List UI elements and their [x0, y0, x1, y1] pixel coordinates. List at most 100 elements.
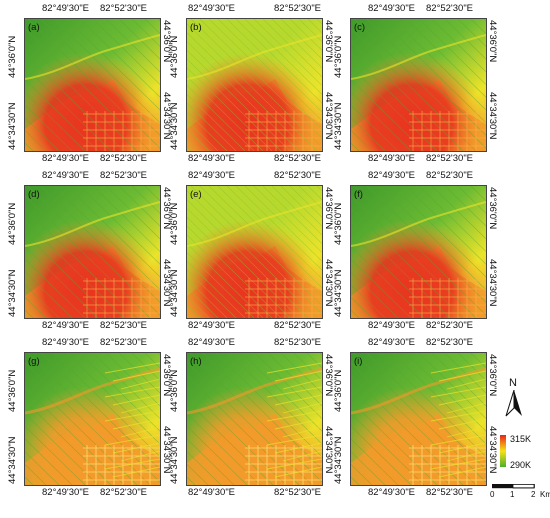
lon-label-bottom-right: 82°52'30"E	[100, 153, 148, 164]
lst-map: (e)	[186, 185, 323, 319]
lon-label-top-left: 82°49'30"E	[188, 337, 236, 348]
lst-map: (g)	[24, 352, 161, 486]
lat-label-left-top: 44°36'0"N	[333, 202, 344, 245]
lon-label-top-right: 82°52'30"E	[426, 3, 474, 14]
scale-tick-0: 0	[490, 490, 495, 499]
lon-label-bottom-right: 82°52'30"E	[274, 487, 322, 498]
lon-label-top-right: 82°52'30"E	[274, 170, 322, 181]
lat-label-right-bottom: 44°34'30"N	[487, 426, 498, 474]
lon-label-bottom-left: 82°49'30"E	[188, 487, 236, 498]
panel-label: (i)	[354, 356, 363, 367]
lst-map: (i)	[350, 352, 487, 486]
lat-label-left-bottom: 44°34'30"N	[169, 102, 180, 150]
lon-label-bottom-right: 82°52'30"E	[274, 153, 322, 164]
lon-label-bottom-left: 82°49'30"E	[42, 153, 90, 164]
lon-label-bottom-right: 82°52'30"E	[100, 320, 148, 331]
lon-label-bottom-left: 82°49'30"E	[42, 487, 90, 498]
north-arrow: N	[502, 378, 526, 418]
lat-label-right-bottom: 44°34'30"N	[487, 92, 498, 140]
legend-min-label: 290K	[510, 460, 532, 470]
lon-label-bottom-right: 82°52'30"E	[100, 487, 148, 498]
lon-label-bottom-right: 82°52'30"E	[426, 487, 474, 498]
lat-label-left-top: 44°36'0"N	[7, 35, 18, 78]
lat-label-left-bottom: 44°34'30"N	[169, 436, 180, 484]
lat-label-left-bottom: 44°34'30"N	[169, 269, 180, 317]
lat-label-right-top: 44°36'0"N	[323, 20, 334, 63]
map-panel: 82°49'30"E 82°52'30"E (f) 44°36'0"N 44°3…	[333, 171, 503, 347]
lat-label-left-top: 44°36'0"N	[7, 369, 18, 412]
lat-label-left-bottom: 44°34'30"N	[7, 269, 18, 317]
scale-unit: Km	[540, 490, 550, 499]
lat-label-right-top: 44°36'0"N	[487, 354, 498, 397]
legend-color-bar	[500, 435, 506, 467]
lon-label-bottom-left: 82°49'30"E	[188, 153, 236, 164]
panel-label: (c)	[354, 22, 366, 33]
lat-label-right-bottom: 44°34'30"N	[487, 259, 498, 307]
lon-label-top-left: 82°49'30"E	[188, 3, 236, 14]
map-panel: 82°49'30"E 82°52'30"E (g) 44°36'0"N 44°3…	[7, 338, 177, 514]
lon-label-bottom-right: 82°52'30"E	[274, 320, 322, 331]
lat-label-left-bottom: 44°34'30"N	[333, 102, 344, 150]
map-panel: 82°49'30"E 82°52'30"E (h) 44°36'0"N 44°3…	[169, 338, 339, 514]
lat-label-left-top: 44°36'0"N	[333, 35, 344, 78]
lat-label-left-top: 44°36'0"N	[169, 369, 180, 412]
map-panel: 82°49'30"E 82°52'30"E (b) 44°36'0"N 44°3…	[169, 4, 339, 180]
lon-label-top-left: 82°49'30"E	[42, 3, 90, 14]
lst-map: (f)	[350, 185, 487, 319]
scale-bar-graphic	[492, 484, 535, 489]
lat-label-right-top: 44°36'0"N	[487, 20, 498, 63]
lon-label-bottom-left: 82°49'30"E	[368, 320, 416, 331]
lon-label-top-right: 82°52'30"E	[100, 170, 148, 181]
lat-label-left-bottom: 44°34'30"N	[7, 102, 18, 150]
panel-label: (d)	[28, 189, 40, 200]
lon-label-top-left: 82°49'30"E	[188, 170, 236, 181]
map-panel: 82°49'30"E 82°52'30"E (i) 44°36'0"N 44°3…	[333, 338, 503, 514]
panel-label: (g)	[28, 356, 40, 367]
north-arrow-icon	[505, 390, 522, 417]
lat-label-right-bottom: 44°34'30"N	[323, 426, 334, 474]
lon-label-bottom-left: 82°49'30"E	[368, 487, 416, 498]
lon-label-bottom-left: 82°49'30"E	[368, 153, 416, 164]
lat-label-left-top: 44°36'0"N	[169, 35, 180, 78]
map-panel: 82°49'30"E 82°52'30"E (d) 44°36'0"N 44°3…	[7, 171, 177, 347]
lat-label-left-top: 44°36'0"N	[169, 202, 180, 245]
map-panel: 82°49'30"E 82°52'30"E (c) 44°36'0"N 44°3…	[333, 4, 503, 180]
lst-map: (d)	[24, 185, 161, 319]
scale-tick-2: 2	[531, 490, 536, 499]
lon-label-top-right: 82°52'30"E	[100, 3, 148, 14]
lat-label-right-bottom: 44°34'30"N	[323, 92, 334, 140]
lst-map: (c)	[350, 18, 487, 152]
lat-label-left-top: 44°36'0"N	[7, 202, 18, 245]
lst-map: (h)	[186, 352, 323, 486]
lon-label-top-left: 82°49'30"E	[42, 337, 90, 348]
lst-map: (b)	[186, 18, 323, 152]
lon-label-top-right: 82°52'30"E	[100, 337, 148, 348]
lat-label-left-bottom: 44°34'30"N	[7, 436, 18, 484]
lat-label-right-top: 44°36'0"N	[323, 354, 334, 397]
north-label: N	[509, 377, 517, 389]
lon-label-top-right: 82°52'30"E	[426, 170, 474, 181]
scale-bar: 0 1 2 Km	[490, 482, 550, 506]
lat-label-left-bottom: 44°34'30"N	[333, 436, 344, 484]
lon-label-top-left: 82°49'30"E	[368, 3, 416, 14]
lst-map: (a)	[24, 18, 161, 152]
panel-label: (f)	[354, 189, 363, 200]
panel-label: (e)	[190, 189, 202, 200]
lat-label-left-bottom: 44°34'30"N	[333, 269, 344, 317]
lon-label-top-left: 82°49'30"E	[368, 170, 416, 181]
temperature-legend: 315K 290K	[500, 432, 550, 472]
lon-label-bottom-right: 82°52'30"E	[426, 153, 474, 164]
legend-max-label: 315K	[510, 434, 532, 444]
lon-label-top-left: 82°49'30"E	[42, 170, 90, 181]
lon-label-top-right: 82°52'30"E	[274, 337, 322, 348]
lat-label-right-top: 44°36'0"N	[487, 187, 498, 230]
scale-tick-1: 1	[510, 490, 515, 499]
map-panel: 82°49'30"E 82°52'30"E (e) 44°36'0"N 44°3…	[169, 171, 339, 347]
panel-label: (a)	[28, 22, 40, 33]
map-panel: 82°49'30"E 82°52'30"E (a) 44°36'0"N 44°3…	[7, 4, 177, 180]
lat-label-left-top: 44°36'0"N	[333, 369, 344, 412]
lon-label-top-left: 82°49'30"E	[368, 337, 416, 348]
panel-label: (h)	[190, 356, 202, 367]
lon-label-top-right: 82°52'30"E	[274, 3, 322, 14]
lat-label-right-top: 44°36'0"N	[323, 187, 334, 230]
